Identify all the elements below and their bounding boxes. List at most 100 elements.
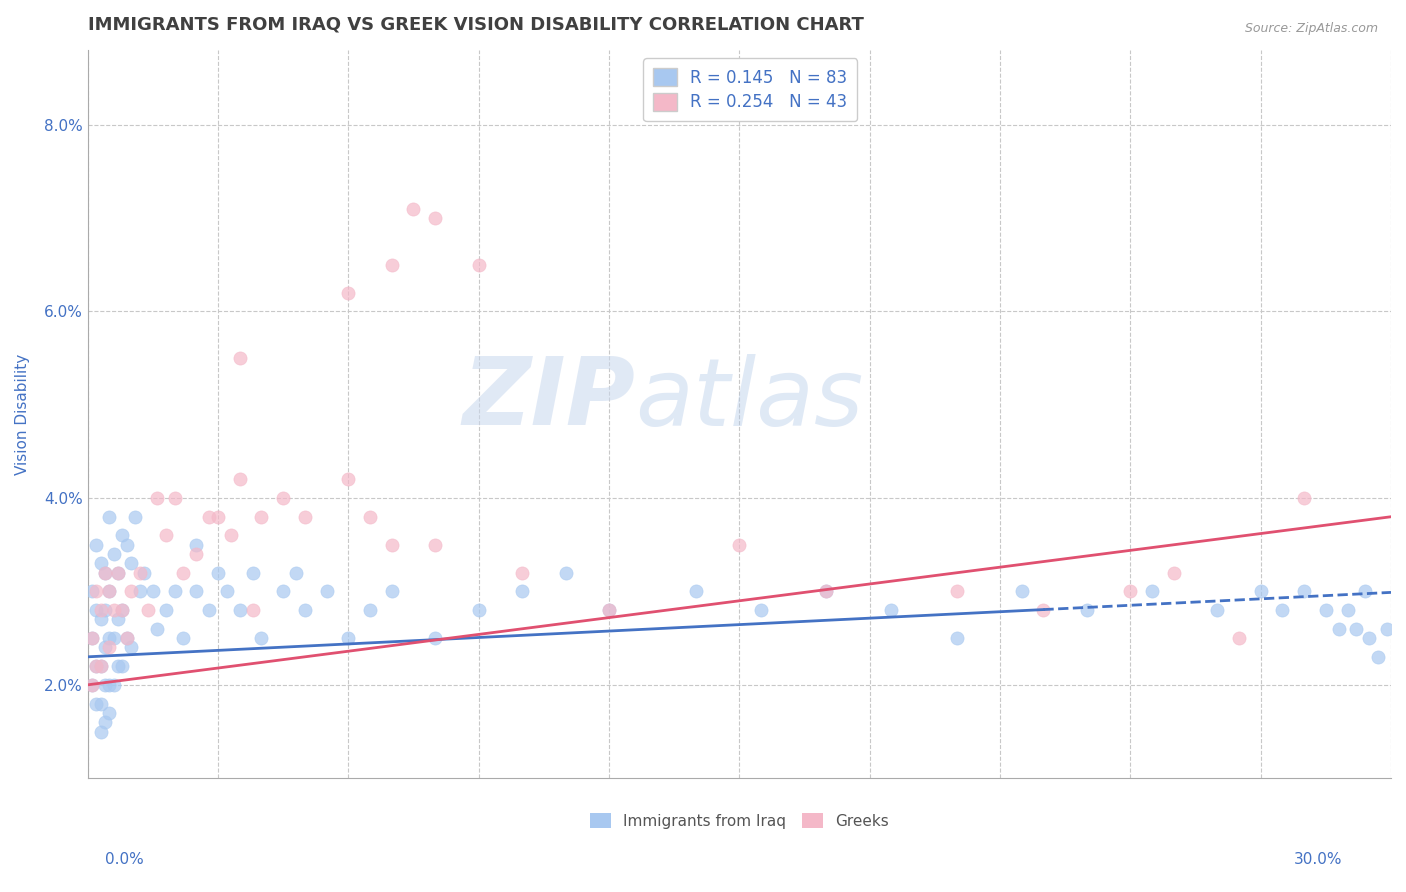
Point bbox=[111, 603, 134, 617]
Point bbox=[945, 584, 967, 599]
Point bbox=[1354, 584, 1376, 599]
Point bbox=[510, 584, 533, 599]
Point bbox=[467, 258, 489, 272]
Point bbox=[86, 538, 108, 552]
Text: IMMIGRANTS FROM IRAQ VS GREEK VISION DISABILITY CORRELATION CHART: IMMIGRANTS FROM IRAQ VS GREEK VISION DIS… bbox=[87, 15, 863, 33]
Point bbox=[198, 603, 221, 617]
Point bbox=[172, 631, 194, 645]
Point bbox=[115, 631, 138, 645]
Point bbox=[111, 528, 134, 542]
Point bbox=[98, 584, 121, 599]
Point bbox=[728, 538, 751, 552]
Point bbox=[250, 509, 273, 524]
Point bbox=[186, 547, 208, 561]
Point bbox=[1227, 631, 1250, 645]
Point bbox=[510, 566, 533, 580]
Point bbox=[186, 538, 208, 552]
Point bbox=[80, 678, 103, 692]
Text: ZIP: ZIP bbox=[463, 353, 636, 445]
Point bbox=[138, 603, 160, 617]
Point bbox=[107, 566, 129, 580]
Point bbox=[1327, 622, 1350, 636]
Point bbox=[103, 603, 125, 617]
Point bbox=[80, 678, 103, 692]
Point bbox=[103, 678, 125, 692]
Point bbox=[315, 584, 337, 599]
Point bbox=[90, 659, 112, 673]
Point bbox=[155, 528, 177, 542]
Point bbox=[146, 622, 169, 636]
Point bbox=[1358, 631, 1381, 645]
Point bbox=[1163, 566, 1185, 580]
Text: Source: ZipAtlas.com: Source: ZipAtlas.com bbox=[1244, 22, 1378, 36]
Point bbox=[86, 603, 108, 617]
Point bbox=[90, 724, 112, 739]
Text: 0.0%: 0.0% bbox=[105, 852, 145, 867]
Point bbox=[98, 706, 121, 720]
Point bbox=[1250, 584, 1272, 599]
Point bbox=[1346, 622, 1368, 636]
Point bbox=[94, 566, 117, 580]
Point bbox=[90, 612, 112, 626]
Point bbox=[172, 566, 194, 580]
Point bbox=[1315, 603, 1337, 617]
Point bbox=[86, 584, 108, 599]
Point bbox=[425, 631, 447, 645]
Point bbox=[359, 509, 381, 524]
Point bbox=[86, 659, 108, 673]
Point bbox=[1271, 603, 1294, 617]
Point bbox=[228, 603, 250, 617]
Point bbox=[219, 528, 242, 542]
Point bbox=[98, 640, 121, 655]
Point bbox=[107, 612, 129, 626]
Text: 30.0%: 30.0% bbox=[1295, 852, 1343, 867]
Point bbox=[98, 631, 121, 645]
Point bbox=[1367, 649, 1389, 664]
Point bbox=[467, 603, 489, 617]
Point bbox=[120, 640, 142, 655]
Point bbox=[598, 603, 620, 617]
Point bbox=[207, 509, 229, 524]
Point bbox=[1294, 491, 1316, 505]
Point bbox=[945, 631, 967, 645]
Point bbox=[94, 566, 117, 580]
Point bbox=[242, 603, 264, 617]
Point bbox=[880, 603, 903, 617]
Point bbox=[115, 631, 138, 645]
Point bbox=[163, 584, 186, 599]
Point bbox=[86, 697, 108, 711]
Point bbox=[228, 472, 250, 486]
Point bbox=[425, 538, 447, 552]
Text: atlas: atlas bbox=[636, 354, 863, 445]
Point bbox=[1375, 622, 1398, 636]
Point bbox=[103, 631, 125, 645]
Point bbox=[381, 258, 404, 272]
Point bbox=[142, 584, 165, 599]
Point bbox=[381, 538, 404, 552]
Point bbox=[90, 603, 112, 617]
Point bbox=[749, 603, 772, 617]
Point bbox=[128, 584, 150, 599]
Point bbox=[337, 285, 360, 300]
Point bbox=[250, 631, 273, 645]
Point bbox=[111, 659, 134, 673]
Point bbox=[111, 603, 134, 617]
Point bbox=[98, 509, 121, 524]
Point bbox=[155, 603, 177, 617]
Point bbox=[163, 491, 186, 505]
Point bbox=[815, 584, 838, 599]
Point bbox=[685, 584, 707, 599]
Point bbox=[90, 697, 112, 711]
Legend: Immigrants from Iraq, Greeks: Immigrants from Iraq, Greeks bbox=[582, 805, 897, 836]
Point bbox=[120, 557, 142, 571]
Point bbox=[132, 566, 155, 580]
Point bbox=[1076, 603, 1098, 617]
Point bbox=[1119, 584, 1142, 599]
Point bbox=[94, 715, 117, 730]
Point bbox=[146, 491, 169, 505]
Point bbox=[207, 566, 229, 580]
Point bbox=[98, 584, 121, 599]
Point bbox=[285, 566, 308, 580]
Point bbox=[128, 566, 150, 580]
Point bbox=[94, 640, 117, 655]
